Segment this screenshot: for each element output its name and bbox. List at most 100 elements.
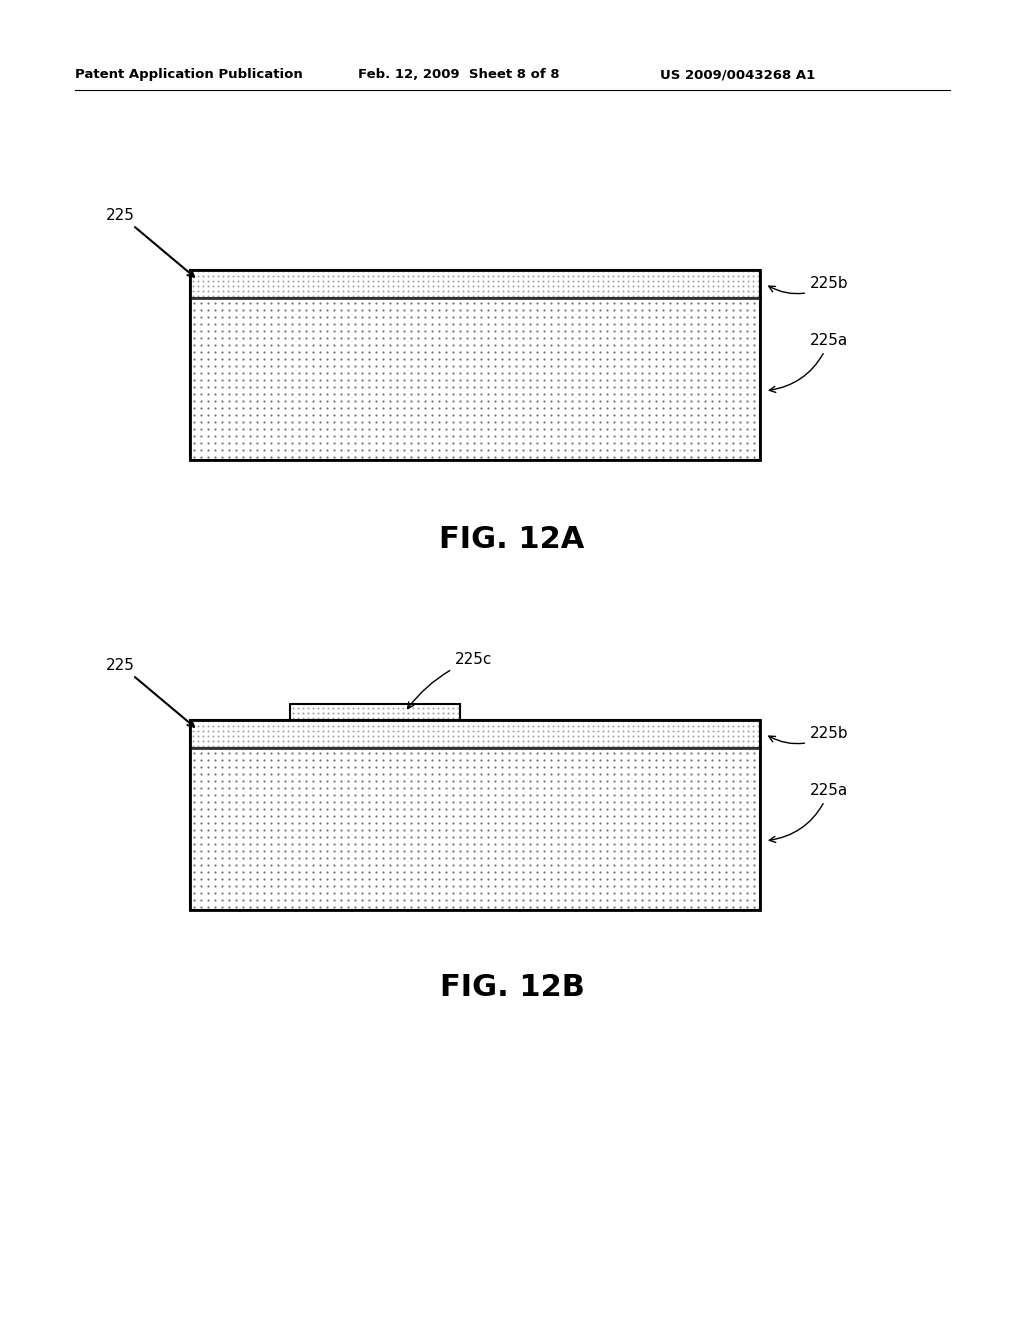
Point <box>605 425 622 446</box>
Point <box>669 389 685 411</box>
Point <box>654 362 671 383</box>
Point <box>549 861 565 882</box>
Point <box>464 265 480 286</box>
Point <box>711 319 727 341</box>
Point <box>255 896 271 917</box>
Point <box>679 730 695 751</box>
Point <box>654 854 671 875</box>
Point <box>689 805 706 826</box>
Point <box>460 280 476 301</box>
Point <box>472 784 488 805</box>
Point <box>220 362 237 383</box>
Point <box>627 861 643 882</box>
Point <box>682 446 698 467</box>
Point <box>745 840 762 861</box>
Point <box>325 280 341 301</box>
Point <box>262 411 279 432</box>
Point <box>354 710 371 731</box>
Point <box>262 748 279 770</box>
Point <box>309 260 326 281</box>
Point <box>205 730 221 751</box>
Point <box>276 327 293 348</box>
Point <box>346 840 362 861</box>
Point <box>410 888 426 909</box>
Point <box>234 715 251 737</box>
Point <box>536 418 552 440</box>
Point <box>744 719 761 741</box>
Point <box>486 777 503 799</box>
Point <box>585 432 601 453</box>
Point <box>605 840 622 861</box>
Point <box>410 812 426 833</box>
Point <box>521 875 538 896</box>
Point <box>745 763 762 784</box>
Point <box>486 882 503 903</box>
Point <box>334 265 350 286</box>
Point <box>297 404 313 425</box>
Point <box>669 833 685 854</box>
Point <box>304 748 321 770</box>
Point <box>684 730 700 751</box>
Point <box>269 730 286 751</box>
Point <box>213 306 229 327</box>
Point <box>689 280 706 301</box>
Point <box>291 313 307 334</box>
Point <box>684 719 700 741</box>
Point <box>368 833 384 854</box>
Point <box>417 397 433 418</box>
Point <box>213 411 229 432</box>
Point <box>556 869 572 890</box>
Point <box>410 719 426 741</box>
Point <box>444 756 461 777</box>
Point <box>589 715 605 737</box>
Point <box>410 334 426 355</box>
Point <box>353 334 370 355</box>
Point <box>384 725 400 746</box>
Point <box>474 280 490 301</box>
Point <box>662 763 678 784</box>
Point <box>524 730 541 751</box>
Point <box>333 319 349 341</box>
Point <box>297 446 313 467</box>
Point <box>318 748 335 770</box>
Point <box>605 818 622 840</box>
Point <box>509 735 525 756</box>
Point <box>437 791 454 812</box>
Point <box>529 710 546 731</box>
Point <box>465 411 481 432</box>
Point <box>479 446 496 467</box>
Point <box>620 348 636 370</box>
Point <box>379 697 395 718</box>
Point <box>556 425 572 446</box>
Point <box>514 710 530 731</box>
Point <box>675 818 691 840</box>
Point <box>214 265 230 286</box>
Point <box>654 319 671 341</box>
Point <box>540 275 556 296</box>
Point <box>326 742 342 763</box>
Point <box>699 265 716 286</box>
Point <box>620 770 636 791</box>
Point <box>452 404 468 425</box>
Point <box>395 348 412 370</box>
Point <box>375 275 391 296</box>
Point <box>299 725 315 746</box>
Point <box>381 869 397 890</box>
Point <box>591 797 607 818</box>
Point <box>569 730 586 751</box>
Point <box>543 833 559 854</box>
Point <box>669 319 685 341</box>
Point <box>423 805 439 826</box>
Point <box>213 404 229 425</box>
Point <box>368 791 384 812</box>
Point <box>269 376 286 397</box>
Point <box>297 368 313 391</box>
Point <box>379 730 395 751</box>
Point <box>459 784 475 805</box>
Point <box>524 719 541 741</box>
Point <box>494 875 510 896</box>
Point <box>569 710 586 731</box>
Point <box>325 735 341 756</box>
Point <box>346 355 362 376</box>
Point <box>184 719 201 741</box>
